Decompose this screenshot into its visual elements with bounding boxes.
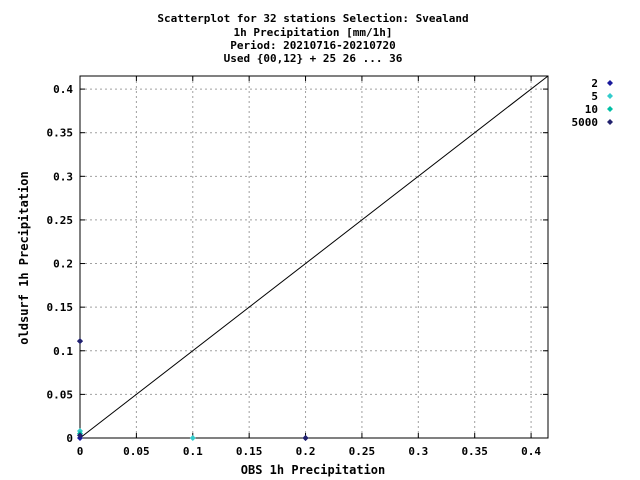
y-tick-label: 0.25 — [47, 214, 74, 227]
x-axis-label: OBS 1h Precipitation — [241, 463, 386, 477]
title-line-3: Period: 20210716-20210720 — [230, 39, 396, 52]
y-tick-label: 0.1 — [53, 345, 73, 358]
y-tick-label: 0.4 — [53, 83, 73, 96]
y-tick-label: 0.15 — [47, 301, 74, 314]
x-tick-label: 0.2 — [296, 445, 316, 458]
grid — [80, 76, 548, 438]
data-point-series-5000 — [77, 338, 83, 345]
title-line-4: Used {00,12} + 25 26 ... 36 — [224, 52, 403, 65]
y-tick-label: 0 — [66, 432, 73, 445]
x-tick-label: 0 — [77, 445, 84, 458]
y-axis-label: oldsurf 1h Precipitation — [17, 171, 31, 344]
diagonal-line — [79, 75, 549, 439]
one-to-one-line — [79, 75, 549, 439]
axis-ticks: 0 0.05 0.1 0.15 0.2 0.25 0.3 0.35 0.4 0 0.05 0.1 0.1… — [47, 76, 548, 458]
data-point-series-5000 — [77, 432, 83, 439]
x-tick-label: 0.35 — [461, 445, 488, 458]
legend-label-10: 10 — [585, 103, 598, 116]
legend-marker-10 — [607, 106, 613, 112]
x-tick-label: 0.1 — [183, 445, 203, 458]
y-tick-label: 0.35 — [47, 127, 74, 140]
legend-label-5: 5 — [591, 90, 598, 103]
x-tick-label: 0.25 — [349, 445, 376, 458]
legend-label-2: 2 — [591, 77, 598, 90]
chart-title: Scatterplot for 32 stations Selection: S… — [157, 12, 468, 65]
y-tick-label: 0.2 — [53, 258, 73, 271]
plot-frame — [79, 75, 549, 439]
data-point-series-5000 — [302, 435, 309, 441]
data-points — [77, 338, 309, 441]
legend-marker-2 — [607, 80, 613, 86]
title-line-2: 1h Precipitation [mm/1h] — [234, 26, 393, 39]
legend-marker-5 — [607, 93, 613, 99]
legend-label-5000: 5000 — [572, 116, 599, 129]
x-tick-label: 0.15 — [236, 445, 263, 458]
x-tick-label: 0.05 — [123, 445, 150, 458]
legend-marker-5000 — [607, 119, 613, 125]
y-tick-label: 0.05 — [47, 388, 74, 401]
data-point-series-5 — [189, 435, 196, 441]
title-line-1: Scatterplot for 32 stations Selection: S… — [157, 12, 468, 25]
x-tick-label: 0.3 — [408, 445, 428, 458]
x-tick-label: 0.4 — [521, 445, 541, 458]
y-tick-label: 0.3 — [53, 170, 73, 183]
